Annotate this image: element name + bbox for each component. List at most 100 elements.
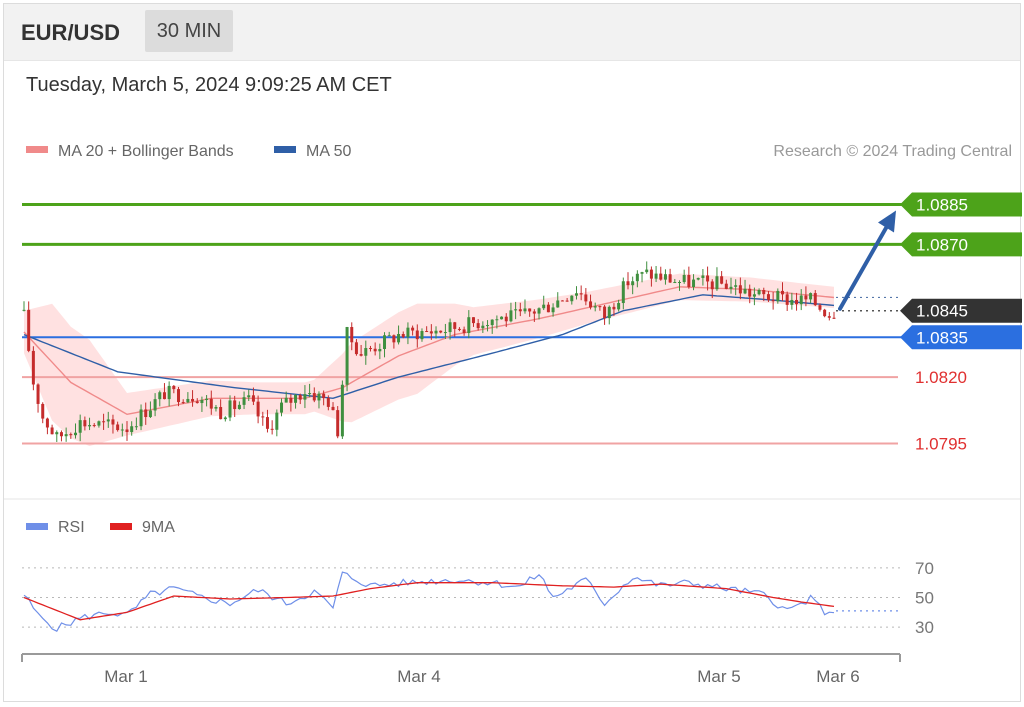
candle-body <box>45 418 49 428</box>
candle-body <box>172 385 176 390</box>
candle-body <box>326 398 330 407</box>
candle-body <box>598 306 602 308</box>
candle-body <box>579 293 583 295</box>
candle-body <box>97 421 101 426</box>
candle-body <box>514 309 518 311</box>
level-label-1.0885: 1.0885 <box>916 196 968 215</box>
candle-body <box>345 327 349 385</box>
candle-body <box>223 417 227 420</box>
candle-body <box>659 273 663 280</box>
candle-body <box>467 317 471 334</box>
candle-body <box>799 295 803 305</box>
candle-body <box>457 328 461 330</box>
candle-body <box>280 402 284 413</box>
candle-body <box>729 286 733 289</box>
level-labels: 1.0885 1.0870 1.0845 1.0835 1.0820 1.0795 <box>900 192 1022 453</box>
level-label-1.0870: 1.0870 <box>916 235 968 254</box>
research-credit: Research © 2024 Trading Central <box>773 143 1012 160</box>
level-label-1.0845: 1.0845 <box>916 302 968 321</box>
candle-body <box>242 397 246 405</box>
candle-body <box>88 425 92 427</box>
candle-body <box>832 317 836 319</box>
candle-body <box>406 327 410 338</box>
candle-body <box>401 334 405 338</box>
candle-body <box>462 329 466 334</box>
level-label-1.0820: 1.0820 <box>915 368 967 387</box>
rsi-tick-50: 50 <box>915 589 934 608</box>
rsi-legend: RSI 9MA <box>26 519 175 536</box>
candle-body <box>565 300 569 302</box>
candle-body <box>261 416 265 418</box>
candle-body <box>439 330 443 333</box>
candle-body <box>359 354 363 356</box>
candle-body <box>209 398 213 409</box>
candle-body <box>92 425 96 427</box>
candle-body <box>120 429 124 431</box>
candle-body <box>481 325 485 329</box>
candle-body <box>153 399 157 411</box>
candle-body <box>125 429 129 433</box>
instrument-symbol: EUR/USD <box>21 20 121 45</box>
x-axis: Mar 1 Mar 4 Mar 5 Mar 6 <box>21 653 901 686</box>
candle-body <box>425 331 429 333</box>
candle-body <box>411 327 415 331</box>
candle-body <box>645 269 649 273</box>
candle-body <box>378 349 382 352</box>
candle-body <box>387 335 391 337</box>
level-tag-1.0870 <box>900 232 1022 257</box>
candle-body <box>701 275 705 278</box>
bollinger-band-fill <box>24 273 834 447</box>
candle-body <box>715 276 719 290</box>
candle-body <box>298 395 302 400</box>
timeframe-button[interactable]: 30 MIN <box>145 10 233 52</box>
candle-body <box>237 404 241 410</box>
candle-body <box>191 398 195 402</box>
candle-body <box>162 392 166 400</box>
candle-body <box>743 288 747 294</box>
legend-label-ma20: MA 20 + Bollinger Bands <box>58 143 234 160</box>
candle-body <box>205 398 209 401</box>
level-label-1.0835: 1.0835 <box>916 328 968 347</box>
candle-body <box>294 395 298 403</box>
candle-body <box>336 410 340 437</box>
ma50-line <box>23 294 835 400</box>
candle-body <box>181 402 185 404</box>
chart-header: EUR/USD 30 MIN <box>4 4 1020 61</box>
candle-body <box>289 397 293 403</box>
candle-body <box>607 306 611 319</box>
candle-body <box>331 406 335 411</box>
candle-body <box>556 300 560 308</box>
candle-body <box>574 293 578 296</box>
candle-body <box>471 317 475 324</box>
candle-body <box>546 304 550 313</box>
x-tick-label: Mar 1 <box>104 667 147 686</box>
candle-body <box>106 419 110 422</box>
candle-body <box>139 409 143 427</box>
candle-body <box>41 403 45 419</box>
candle-body <box>78 420 82 433</box>
candle-body <box>177 389 181 403</box>
candle-body <box>500 316 504 320</box>
candle-body <box>233 400 237 410</box>
candle-body <box>635 273 639 282</box>
legend-swatch-ma50 <box>274 146 296 153</box>
legend-label-9ma: 9MA <box>142 519 175 536</box>
level-label-1.0795: 1.0795 <box>915 434 967 453</box>
rsi-tick-30: 30 <box>915 618 934 637</box>
candle-body <box>560 300 564 302</box>
candle-body <box>322 393 326 399</box>
candle-body <box>570 295 574 302</box>
candle-body <box>649 269 653 279</box>
candle-body <box>724 283 728 289</box>
candle-body <box>312 393 316 401</box>
candle-body <box>69 434 73 436</box>
candle-body <box>350 327 354 343</box>
candle-body <box>275 412 279 430</box>
candle-body <box>340 384 344 437</box>
candle-body <box>532 311 536 314</box>
target-arrow-head <box>878 210 896 233</box>
candle-body <box>687 274 691 287</box>
chart-widget: EUR/USD 30 MIN Tuesday, March 5, 2024 9:… <box>3 3 1021 702</box>
rsi-grid: 70 50 30 <box>22 559 934 637</box>
candle-body <box>584 294 588 302</box>
